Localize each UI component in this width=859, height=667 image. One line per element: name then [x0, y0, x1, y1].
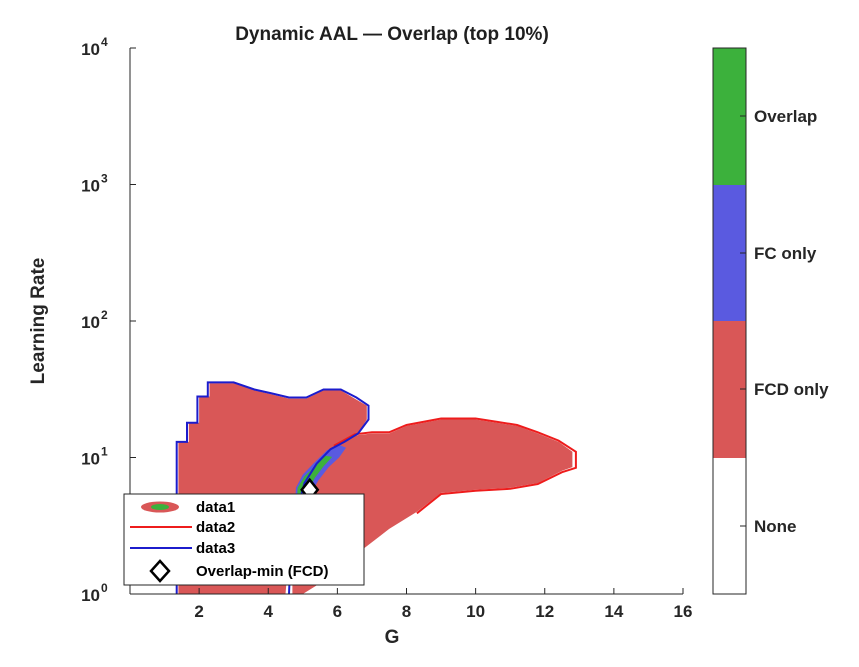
y-tick-exponent: 2 [101, 308, 108, 322]
colorbar-frame [712, 47, 747, 595]
outline-layer [175, 381, 577, 595]
y-tick-label: 10 [81, 450, 100, 469]
colorbar: None FCD only FC only Overlap [712, 47, 829, 595]
x-axis-label: G [385, 627, 400, 648]
colorbar-label-none: None [754, 517, 797, 536]
legend-entry-data3: data3 [130, 540, 235, 557]
legend-swatch-marker-diamond [149, 559, 171, 583]
colorbar-label-fcd-only: FCD only [754, 380, 829, 399]
x-tick-label: 4 [264, 602, 274, 621]
legend-swatch-data1-inner [151, 504, 169, 510]
y-tick-exponent: 0 [101, 581, 108, 595]
x-tick-label: 10 [466, 602, 485, 621]
series-data3-contour [175, 381, 370, 595]
y-tick-exponent: 4 [101, 35, 108, 49]
legend-label-marker: Overlap-min (FCD) [196, 563, 329, 580]
legend-entry-marker: Overlap-min (FCD) [149, 559, 329, 583]
x-tick-label: 12 [535, 602, 554, 621]
legend: data1 data2 data3 Overlap-min (FCD) [123, 493, 365, 586]
y-tick-label: 10 [81, 177, 100, 196]
legend-label-data1: data1 [196, 499, 235, 516]
x-tick-label: 14 [604, 602, 623, 621]
chart-title: Dynamic AAL — Overlap (top 10%) [235, 24, 549, 45]
y-tick-label: 10 [81, 586, 100, 605]
x-tick-label: 16 [674, 602, 693, 621]
colorbar-label-overlap: Overlap [754, 107, 817, 126]
y-tick-label: 10 [81, 313, 100, 332]
y-tick-exponent: 3 [101, 172, 108, 186]
legend-entry-data2: data2 [130, 519, 235, 536]
colorbar-label-fc-only: FC only [754, 244, 817, 263]
legend-label-data2: data2 [196, 519, 235, 536]
y-tick-label: 10 [81, 40, 100, 59]
region-fcd-only-right [292, 419, 573, 594]
x-tick-label: 2 [194, 602, 203, 621]
x-tick-label: 6 [333, 602, 342, 621]
legend-label-data3: data3 [196, 540, 235, 557]
y-tick-exponent: 1 [101, 445, 108, 459]
y-axis-label: Learning Rate [28, 258, 49, 385]
legend-entry-data1: data1 [141, 499, 235, 516]
series-data2-contour [333, 417, 577, 515]
x-tick-label: 8 [402, 602, 411, 621]
